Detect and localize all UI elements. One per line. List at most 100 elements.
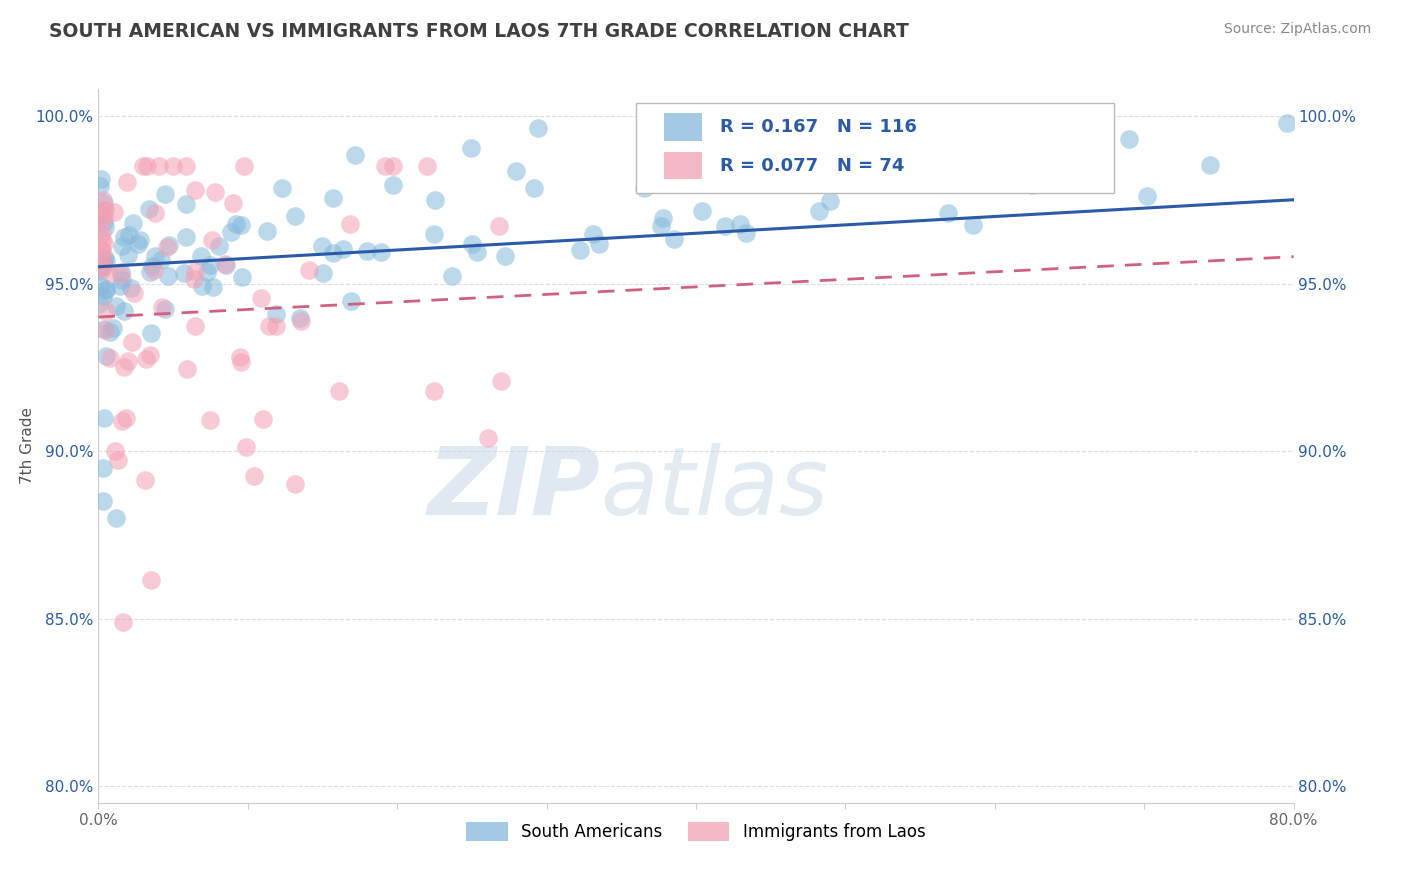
Y-axis label: 7th Grade: 7th Grade (20, 408, 35, 484)
Point (89, 264, 111, 278)
Point (250, 291, 273, 305)
Point (93, 202, 115, 217)
Point (191, 278, 214, 293)
Point (208, 239, 231, 253)
Point (231, 355, 253, 369)
Point (422, 384, 444, 398)
Point (184, 319, 207, 334)
Point (93, 195, 115, 210)
Point (339, 217, 361, 231)
Point (118, 228, 141, 243)
Text: ZIP: ZIP (427, 442, 600, 535)
Point (121, 216, 143, 230)
Point (290, 311, 312, 326)
Point (633, 181, 655, 195)
Point (290, 314, 312, 328)
Point (700, 142, 723, 156)
Point (569, 243, 592, 257)
Point (87, 261, 110, 276)
Point (343, 148, 366, 162)
Point (93, 410, 115, 425)
Point (94, 283, 117, 297)
Point (89, 260, 111, 274)
Point (103, 321, 125, 335)
Point (460, 141, 482, 155)
Point (96, 304, 118, 318)
Point (264, 319, 287, 334)
Point (90, 243, 112, 257)
Point (441, 268, 464, 283)
Point (104, 299, 127, 313)
Point (153, 301, 176, 316)
Point (93, 236, 115, 251)
Point (204, 186, 226, 200)
Point (176, 362, 198, 376)
Text: SOUTH AMERICAN VS IMMIGRANTS FROM LAOS 7TH GRADE CORRELATION CHART: SOUTH AMERICAN VS IMMIGRANTS FROM LAOS 7… (49, 22, 910, 41)
Point (1070, 139, 1092, 153)
Point (156, 240, 179, 254)
Point (117, 175, 139, 189)
Point (846, 164, 869, 178)
Point (91, 460, 114, 475)
Point (91, 253, 114, 268)
Point (243, 468, 266, 483)
Point (141, 260, 163, 274)
Point (477, 431, 499, 445)
Point (1118, 132, 1140, 146)
Point (174, 159, 197, 173)
Point (198, 412, 221, 426)
FancyBboxPatch shape (637, 103, 1115, 193)
Point (110, 268, 132, 283)
Point (652, 211, 675, 226)
Point (298, 262, 321, 277)
Point (190, 249, 212, 263)
Point (523, 181, 546, 195)
Point (311, 239, 333, 253)
Point (714, 219, 737, 233)
Point (105, 511, 128, 525)
Point (312, 266, 335, 280)
Point (96, 350, 118, 364)
Point (264, 307, 287, 321)
Point (135, 352, 157, 367)
Point (93, 323, 115, 337)
Point (90, 172, 112, 186)
Point (107, 453, 129, 467)
Point (489, 374, 512, 388)
Point (423, 193, 446, 207)
Point (678, 123, 700, 137)
Point (370, 244, 392, 259)
Point (117, 354, 139, 368)
Point (112, 303, 135, 318)
Legend: South Americans, Immigrants from Laos: South Americans, Immigrants from Laos (460, 815, 932, 848)
Point (90, 279, 112, 293)
Point (259, 318, 281, 333)
Point (494, 249, 516, 263)
Point (97, 264, 120, 278)
Point (94, 219, 117, 234)
Point (111, 239, 134, 253)
Point (1021, 178, 1043, 192)
Point (270, 181, 292, 195)
Point (139, 574, 162, 588)
Point (110, 265, 132, 279)
Point (228, 350, 250, 364)
Point (91, 227, 114, 241)
Point (89, 179, 111, 194)
Point (911, 130, 934, 145)
Point (139, 326, 162, 341)
Point (322, 191, 344, 205)
Point (284, 477, 307, 491)
Bar (664, 113, 702, 141)
Point (110, 278, 132, 293)
Point (460, 236, 482, 251)
Point (173, 266, 195, 280)
Point (94, 282, 117, 296)
Point (214, 257, 236, 271)
Point (112, 360, 135, 375)
Point (91, 233, 114, 247)
Point (1277, 116, 1299, 130)
Point (117, 247, 139, 261)
Point (284, 209, 307, 223)
Point (488, 219, 510, 233)
